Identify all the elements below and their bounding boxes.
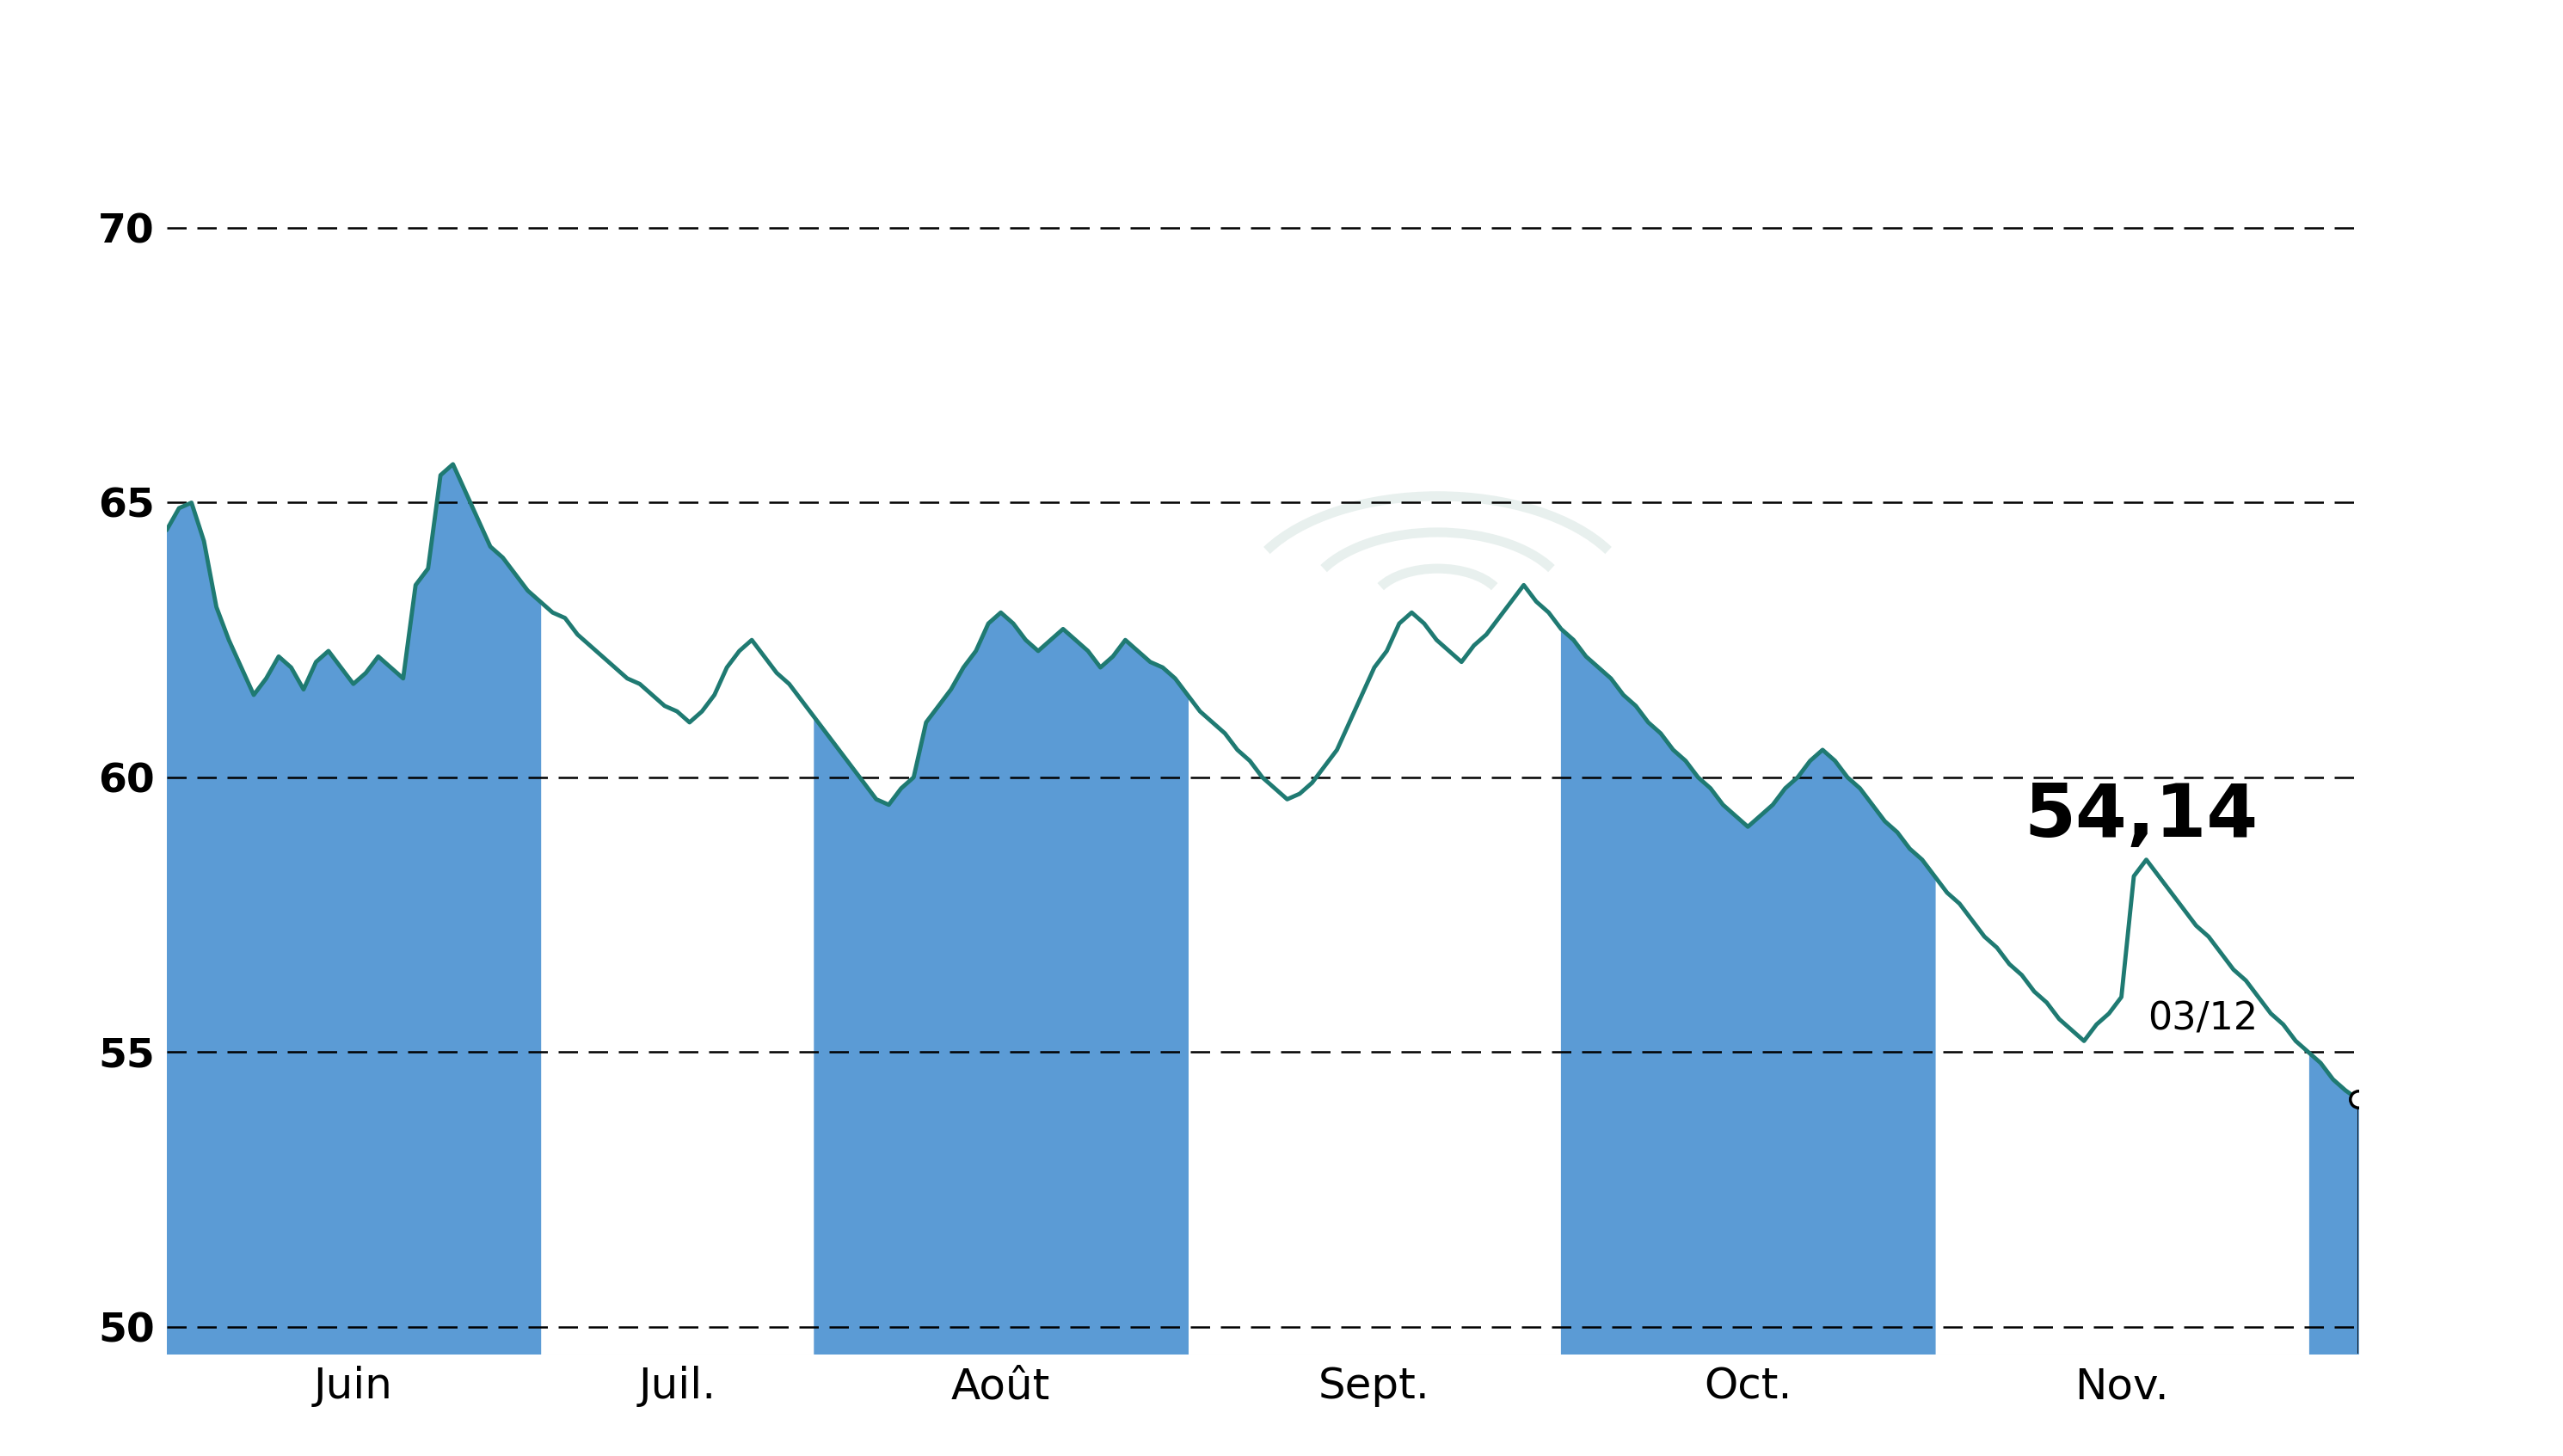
Text: TOTALENERGIES: TOTALENERGIES bbox=[846, 16, 1717, 108]
Text: 54,14: 54,14 bbox=[2025, 780, 2258, 852]
Text: 03/12: 03/12 bbox=[2148, 1000, 2258, 1037]
